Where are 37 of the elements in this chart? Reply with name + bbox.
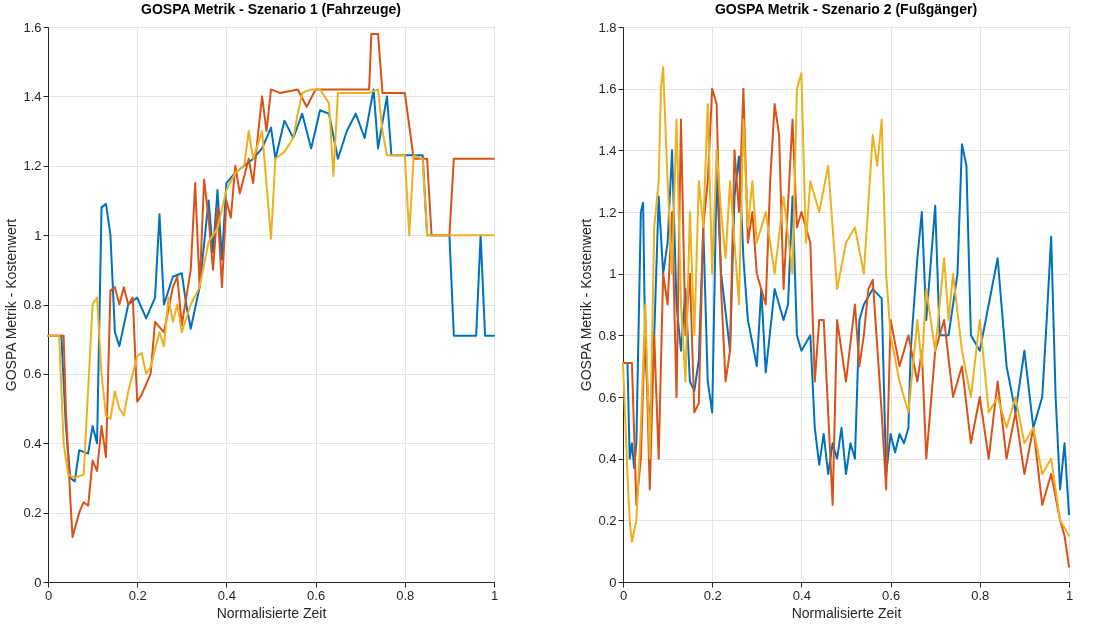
y-tick-label: 1 xyxy=(34,227,42,243)
y-tick-label: 1.6 xyxy=(23,19,42,35)
x-tick-label: 0.4 xyxy=(217,587,236,603)
y-tick-label: 1.2 xyxy=(598,204,617,220)
y-tick-label: 0 xyxy=(609,574,617,590)
chart-title: GOSPA Metrik - Szenario 1 (Fahrzeuge) xyxy=(141,1,401,17)
y-tick-label: 1.4 xyxy=(598,142,617,158)
y-axis-title: GOSPA Metrik - Kostenwert xyxy=(578,218,595,392)
y-tick-label: 0.4 xyxy=(23,435,42,451)
x-tick-label: 0 xyxy=(619,587,628,603)
y-tick-label: 1.2 xyxy=(23,158,42,174)
chart-title: GOSPA Metrik - Szenario 2 (Fußgänger) xyxy=(714,1,978,17)
y-tick-label: 0.6 xyxy=(23,366,42,382)
x-tick-label: 0.2 xyxy=(128,587,147,603)
y-tick-label: 0.8 xyxy=(598,327,617,343)
x-tick-label: 0.8 xyxy=(971,587,990,603)
y-axis-title: GOSPA Metrik - Kostenwert xyxy=(3,218,20,392)
y-tick-label: 1.6 xyxy=(598,81,617,97)
x-tick-label: 0.4 xyxy=(792,587,811,603)
y-tick-label: 1.4 xyxy=(23,88,42,104)
x-tick-label: 1 xyxy=(490,587,499,603)
y-tick-label: 1.8 xyxy=(598,19,617,35)
x-tick-label: 0.6 xyxy=(882,587,901,603)
y-tick-label: 1 xyxy=(609,266,617,282)
x-tick-label: 0 xyxy=(44,587,53,603)
x-tick-label: 1 xyxy=(1065,587,1074,603)
x-tick-label: 0.6 xyxy=(307,587,326,603)
y-tick-label: 0 xyxy=(34,574,42,590)
y-tick-label: 0.8 xyxy=(23,297,42,312)
x-tick-label: 0.2 xyxy=(703,587,722,603)
y-tick-label: 0.4 xyxy=(598,451,617,467)
x-axis-title: Normalisierte Zeit xyxy=(791,604,902,621)
y-tick-label: 0.2 xyxy=(23,505,42,521)
x-axis-title: Normalisierte Zeit xyxy=(216,604,327,621)
y-tick-label: 0.2 xyxy=(598,512,617,528)
y-tick-label: 0.6 xyxy=(598,389,617,405)
x-tick-label: 0.8 xyxy=(396,587,415,603)
